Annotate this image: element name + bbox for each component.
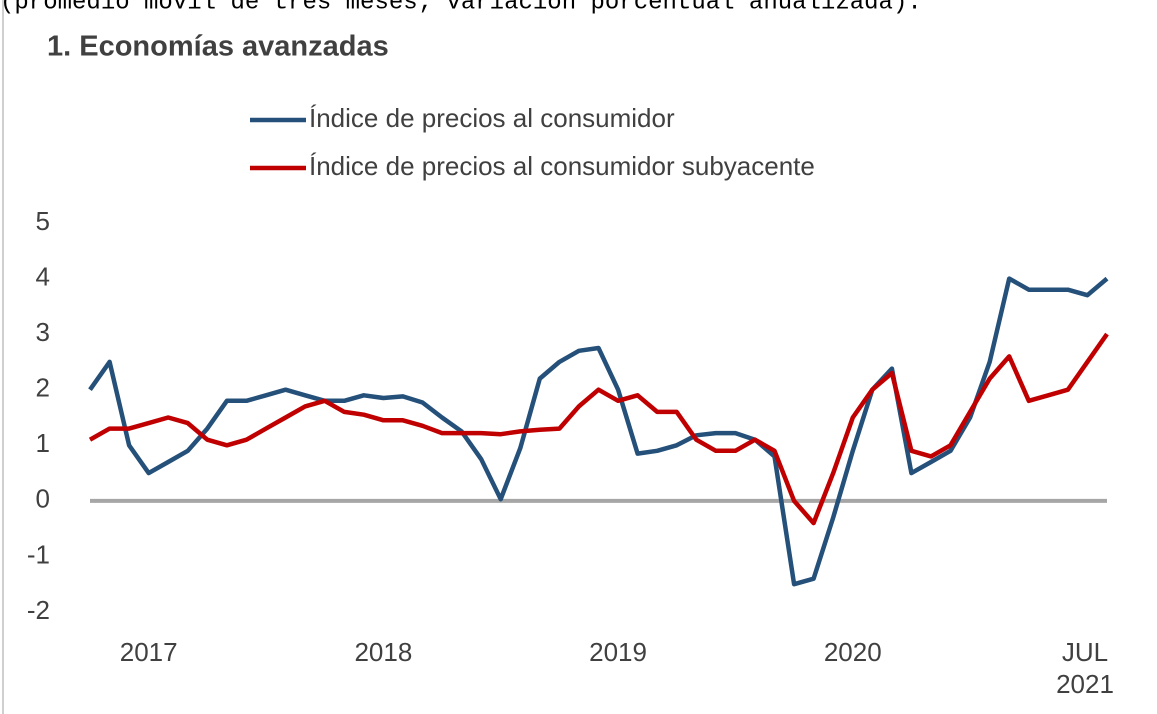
y-tick-label: 2 <box>36 373 50 403</box>
x-tick-label: 2019 <box>589 637 647 667</box>
x-tick-label: 2018 <box>354 637 413 667</box>
chart-title: 1. Economías avanzadas <box>47 31 389 63</box>
y-tick-label: 4 <box>36 261 50 291</box>
y-tick-label: 5 <box>36 206 50 236</box>
y-tick-label: -2 <box>27 595 50 625</box>
top-note: (promedio móvil de tres meses; variación… <box>0 0 922 16</box>
series-line <box>88 332 1109 526</box>
y-tick-label: 1 <box>36 428 50 458</box>
y-tick-label: 3 <box>36 317 50 347</box>
x-tick-label: JUL 2021 <box>1056 637 1114 699</box>
x-tick-label: 2017 <box>119 637 178 667</box>
legend-label: Índice de precios al consumidor <box>309 103 675 133</box>
legend-label: Índice de precios al consumidor subyacen… <box>309 151 815 181</box>
y-tick-label: 0 <box>36 484 50 514</box>
series-line <box>88 276 1109 587</box>
x-tick-label: 2020 <box>823 637 882 667</box>
y-tick-label: -1 <box>27 539 50 569</box>
